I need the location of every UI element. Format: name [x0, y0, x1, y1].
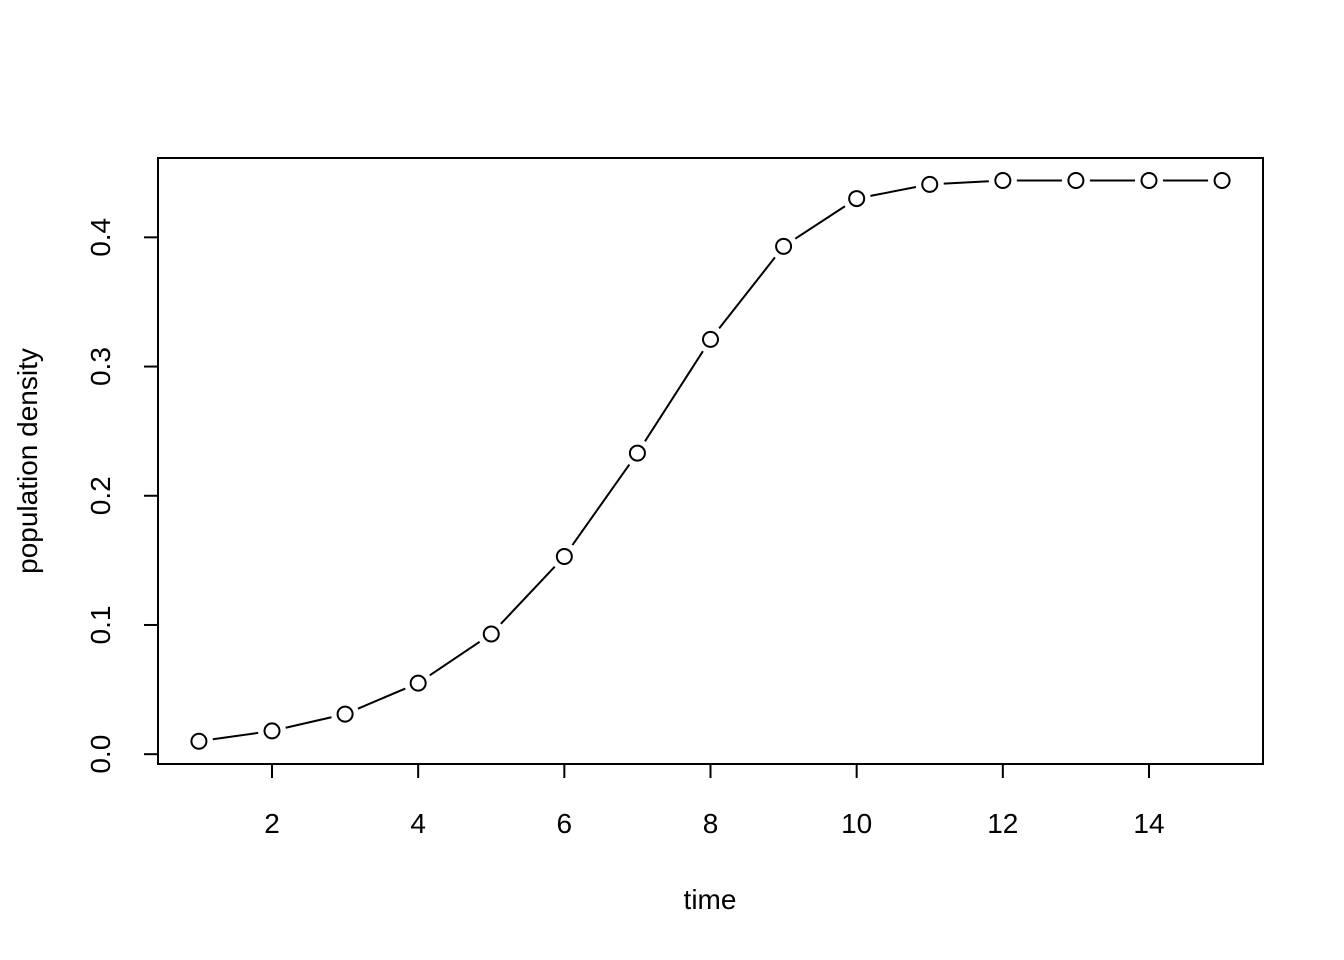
line-segment: [285, 716, 332, 729]
data-point: [1067, 171, 1085, 189]
y-tick-label: 0.2: [85, 476, 116, 515]
data-point: [190, 732, 208, 750]
x-tick-label: 4: [410, 808, 426, 839]
line-segment: [357, 687, 406, 710]
line-segment: [943, 180, 989, 185]
x-tick-label: 12: [987, 808, 1018, 839]
x-tick-label: 14: [1133, 808, 1164, 839]
x-tick-label: 2: [264, 808, 280, 839]
data-point: [921, 175, 939, 193]
data-point: [775, 237, 793, 255]
data-point: [555, 547, 573, 565]
plot-frame: [157, 157, 1264, 765]
x-axis-title: time: [684, 884, 737, 915]
x-tick-label: 6: [557, 808, 573, 839]
series-line: [212, 179, 1209, 741]
data-point: [628, 444, 646, 462]
x-tick-label: 10: [841, 808, 872, 839]
x-axis: 2 4 6 8 10 12 14: [264, 763, 1165, 839]
x-tick-label: 8: [703, 808, 719, 839]
data-point: [482, 625, 500, 643]
line-segment: [429, 640, 481, 677]
y-axis-title: population density: [12, 348, 43, 574]
line-segment: [500, 565, 556, 625]
y-axis: 0.0 0.1 0.2 0.3 0.4: [85, 218, 159, 774]
data-point: [1213, 171, 1231, 189]
y-tick-label: 0.0: [85, 735, 116, 774]
line-segment: [794, 205, 846, 240]
y-tick-label: 0.4: [85, 218, 116, 257]
series-points: [190, 171, 1231, 750]
y-tick-label: 0.3: [85, 347, 116, 386]
line-segment: [212, 731, 259, 741]
line-segment: [718, 256, 776, 330]
data-point: [702, 330, 719, 348]
data-point: [848, 190, 866, 208]
line-segment: [870, 186, 917, 197]
data-point: [409, 674, 427, 692]
data-point: [994, 171, 1012, 189]
line-segment: [571, 463, 631, 546]
data-point: [263, 722, 281, 740]
y-tick-label: 0.1: [85, 606, 116, 645]
line-segment: [644, 350, 704, 442]
data-point: [336, 705, 354, 723]
data-point: [1140, 171, 1158, 189]
